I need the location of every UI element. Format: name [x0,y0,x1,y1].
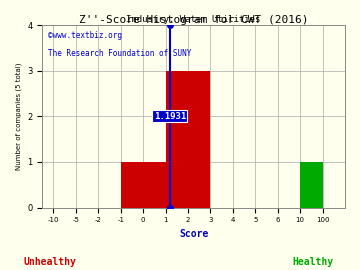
Bar [300,162,323,208]
X-axis label: Score: Score [179,229,208,239]
Y-axis label: Number of companies (5 total): Number of companies (5 total) [15,63,22,170]
Text: Healthy: Healthy [293,257,334,267]
Text: Unhealthy: Unhealthy [24,257,77,267]
Bar [121,162,166,208]
Text: Industry: Water Utilities: Industry: Water Utilities [126,15,261,24]
Text: 1.1931: 1.1931 [154,112,186,121]
Title: Z''-Score Histogram for CWT (2016): Z''-Score Histogram for CWT (2016) [79,15,308,25]
Text: ©www.textbiz.org: ©www.textbiz.org [48,31,122,39]
Text: The Research Foundation of SUNY: The Research Foundation of SUNY [48,49,192,58]
Bar [166,71,210,208]
